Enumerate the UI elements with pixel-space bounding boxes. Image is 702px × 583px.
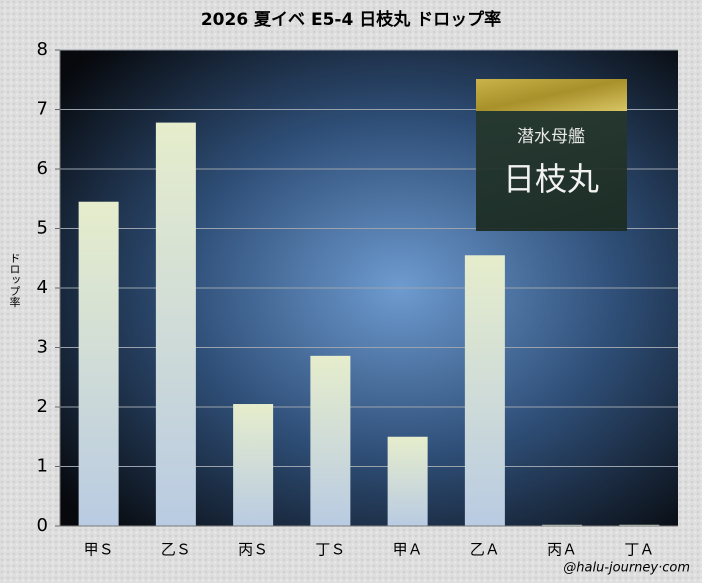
annotation-card xyxy=(476,79,627,231)
y-tick-label: 5 xyxy=(37,218,48,239)
x-tick-label: 甲Ａ xyxy=(393,541,423,559)
card-name: 日枝丸 xyxy=(503,160,599,198)
y-tick-label: 3 xyxy=(37,337,48,358)
bar xyxy=(542,524,583,526)
credit: @halu-journey·com xyxy=(563,561,690,576)
card-subtitle: 潜水母艦 xyxy=(517,127,585,147)
bar xyxy=(464,255,505,526)
y-axis-label: ドロップ率 xyxy=(8,253,21,309)
y-tick-label: 7 xyxy=(37,99,48,120)
y-tick-label: 1 xyxy=(37,456,48,477)
bar xyxy=(155,122,196,526)
x-tick-label: 丙Ｓ xyxy=(238,541,268,559)
y-tick-label: 2 xyxy=(37,396,48,417)
bar xyxy=(619,524,660,526)
bar xyxy=(310,355,351,526)
bar xyxy=(233,404,274,526)
y-tick-label: 8 xyxy=(37,39,48,60)
x-tick-label: 丙Ａ xyxy=(547,541,577,559)
x-tick-label: 甲Ｓ xyxy=(84,541,114,559)
bar xyxy=(78,201,119,526)
card-body xyxy=(476,111,627,231)
x-tick-label: 丁Ａ xyxy=(624,541,654,559)
x-tick-label: 乙Ａ xyxy=(470,541,500,559)
x-tick-label: 丁Ｓ xyxy=(315,541,345,559)
x-tick-label: 乙Ｓ xyxy=(161,541,191,559)
chart-title: 2026 夏イベ E5-4 日枝丸 ドロップ率 xyxy=(201,9,501,30)
bar xyxy=(387,436,428,526)
y-tick-label: 6 xyxy=(37,158,48,179)
card-band xyxy=(476,79,627,111)
y-tick-label: 0 xyxy=(37,515,48,536)
y-tick-label: 4 xyxy=(37,277,48,298)
